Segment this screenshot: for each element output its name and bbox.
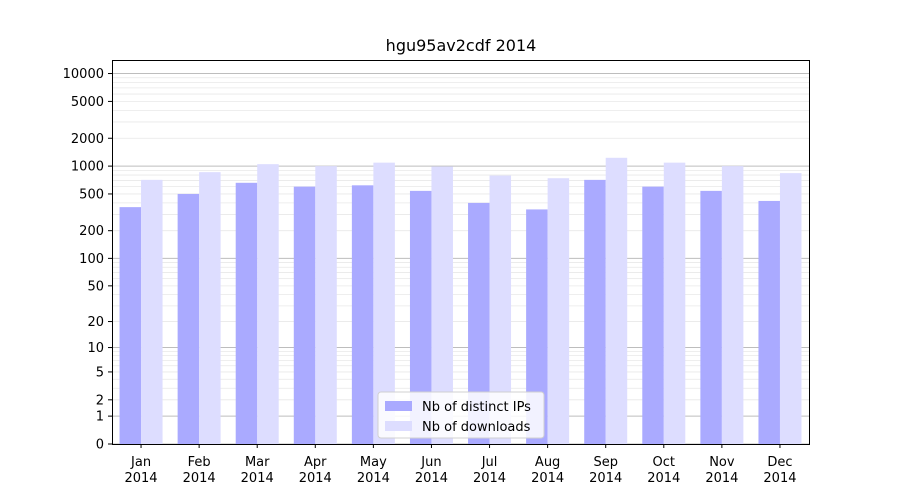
legend-swatch bbox=[385, 401, 412, 411]
legend-label: Nb of distinct IPs bbox=[422, 400, 531, 415]
x-tick-label: Jul 2014 bbox=[473, 455, 506, 486]
bar bbox=[315, 166, 337, 444]
y-tick-label: 20 bbox=[87, 315, 104, 330]
x-tick-label: Sep 2014 bbox=[589, 455, 622, 486]
bar bbox=[468, 202, 490, 444]
bar bbox=[235, 182, 258, 444]
bar bbox=[351, 185, 374, 444]
y-tick-label: 200 bbox=[79, 224, 104, 239]
y-tick-label: 2000 bbox=[71, 132, 104, 147]
bar bbox=[547, 178, 570, 444]
bar bbox=[293, 186, 316, 444]
y-tick-label: 1000 bbox=[71, 160, 104, 175]
legend-swatch bbox=[385, 421, 412, 431]
y-tick-label: 1 bbox=[96, 410, 104, 425]
legend-label: Nb of downloads bbox=[422, 420, 531, 435]
y-tick-label: 10 bbox=[87, 341, 104, 356]
y-tick-label: 10000 bbox=[63, 67, 104, 82]
legend: Nb of distinct IPs Nb of downloads bbox=[377, 391, 545, 439]
bar bbox=[431, 166, 453, 445]
bar bbox=[642, 186, 664, 444]
bar bbox=[199, 172, 221, 444]
plot-frame bbox=[112, 60, 810, 445]
bar bbox=[605, 157, 628, 444]
y-tick-label: 2 bbox=[96, 393, 104, 408]
x-tick-label: May 2014 bbox=[357, 455, 390, 486]
x-tick-label: Nov 2014 bbox=[705, 455, 738, 486]
bar bbox=[177, 193, 200, 444]
bar bbox=[409, 190, 432, 444]
bars-layer bbox=[119, 157, 802, 445]
bar bbox=[700, 190, 722, 444]
y-tick-label: 50 bbox=[87, 279, 104, 294]
bar bbox=[584, 179, 606, 444]
bar bbox=[526, 209, 548, 444]
y-tick-label: 0 bbox=[96, 438, 104, 453]
grid-layer bbox=[112, 73, 809, 445]
bar bbox=[758, 200, 780, 444]
y-tick-label: 5 bbox=[96, 365, 104, 380]
x-axis: Jan 2014 Feb 2014 Mar 2014 Apr 2014 May 2014 Jun 20… bbox=[124, 444, 797, 486]
bar bbox=[257, 164, 279, 444]
legend-box bbox=[377, 391, 545, 439]
x-tick-label: Feb 2014 bbox=[183, 455, 216, 486]
bar bbox=[373, 162, 395, 445]
x-tick-label: Jan 2014 bbox=[124, 455, 157, 486]
x-tick-label: Jun 2014 bbox=[415, 455, 448, 486]
x-tick-label: Oct 2014 bbox=[647, 455, 680, 486]
bar bbox=[779, 173, 802, 445]
x-tick-label: Mar 2014 bbox=[241, 455, 274, 486]
bar bbox=[663, 162, 686, 445]
x-tick-label: Dec 2014 bbox=[763, 455, 796, 486]
x-tick-label: Apr 2014 bbox=[299, 455, 332, 486]
bar bbox=[141, 179, 163, 444]
y-tick-label: 100 bbox=[79, 252, 104, 267]
y-tick-label: 5000 bbox=[71, 95, 104, 110]
bar bbox=[489, 175, 512, 444]
x-tick-label: Aug 2014 bbox=[531, 455, 564, 486]
y-axis: 0 1 2 5 10 20 50 100 200 500 1000 2000 5000 10000 bbox=[63, 67, 112, 453]
bar bbox=[119, 207, 142, 444]
bar bbox=[721, 166, 744, 444]
chart-title: hgu95av2cdf 2014 bbox=[386, 36, 537, 55]
y-tick-label: 500 bbox=[79, 187, 104, 202]
